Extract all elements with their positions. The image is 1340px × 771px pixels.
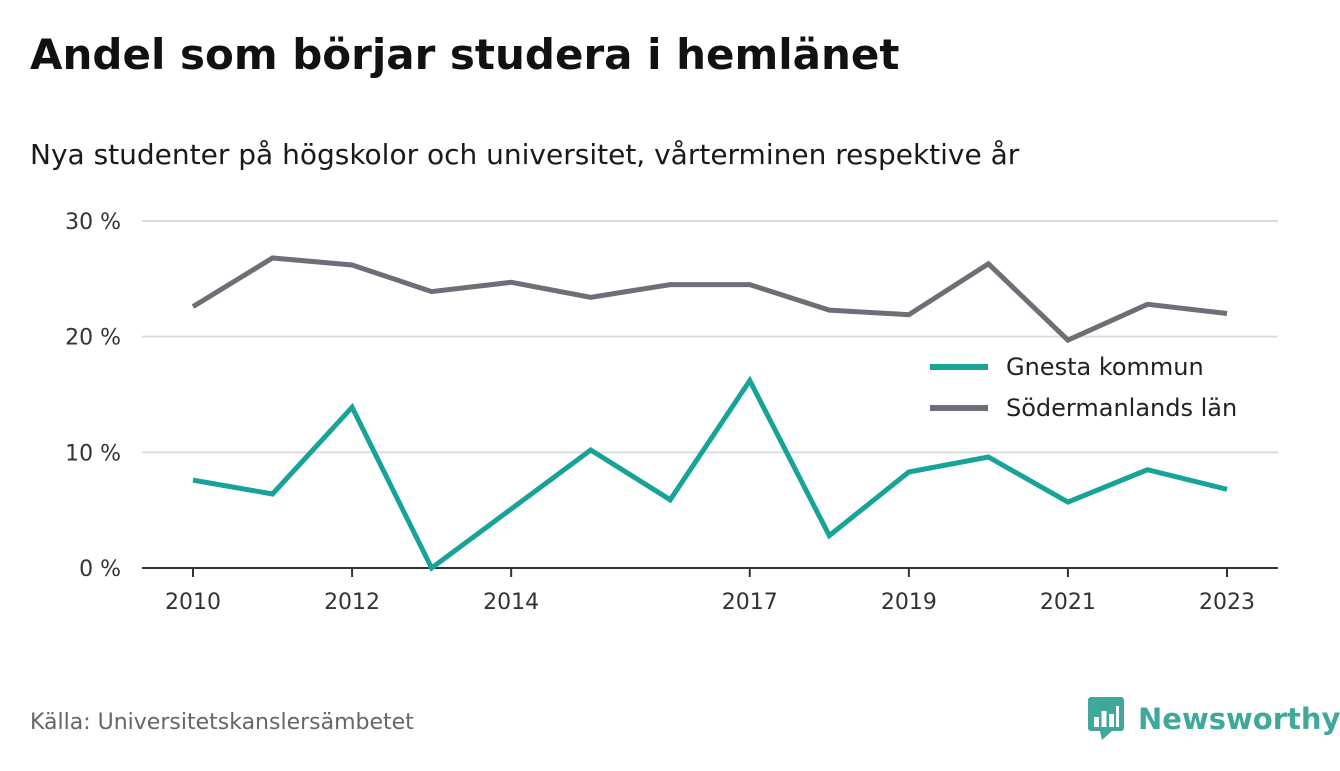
chart-subtitle: Nya studenter på högskolor och universit… [30, 138, 1020, 171]
chart-title: Andel som börjar studera i hemlänet [30, 30, 900, 79]
series-lines [191, 255, 1228, 572]
y-tick-label: 30 % [65, 210, 121, 235]
x-tick-label: 2010 [165, 590, 221, 615]
y-axis-tick-labels: 0 % 10 % 20 % 30 % [65, 210, 121, 582]
series-line [191, 255, 1228, 344]
brand-name: Newsworthy [1138, 702, 1340, 736]
x-tick-label: 2021 [1040, 590, 1096, 615]
x-tick-label: 2014 [483, 590, 539, 615]
x-tick-label: 2019 [881, 590, 937, 615]
gridlines [142, 220, 1278, 454]
newsworthy-logo-icon [1088, 697, 1124, 740]
series-line [192, 375, 1228, 572]
legend-label: Gnesta kommun [1006, 353, 1204, 381]
y-tick-label: 0 % [79, 557, 121, 582]
x-axis: 2010 2012 2014 2017 2019 2021 2023 [142, 567, 1278, 615]
y-tick-label: 20 % [65, 326, 121, 351]
x-tick-label: 2012 [324, 590, 380, 615]
x-tick-label: 2017 [722, 590, 778, 615]
x-tick-label: 2023 [1199, 590, 1255, 615]
y-tick-label: 10 % [65, 441, 121, 466]
legend-label: Södermanlands län [1006, 394, 1237, 422]
brand-logo: Newsworthy [1088, 697, 1340, 741]
legend: Gnesta kommun Södermanlands län [930, 353, 1237, 422]
source-note: Källa: Universitetskanslersämbetet [30, 710, 414, 735]
